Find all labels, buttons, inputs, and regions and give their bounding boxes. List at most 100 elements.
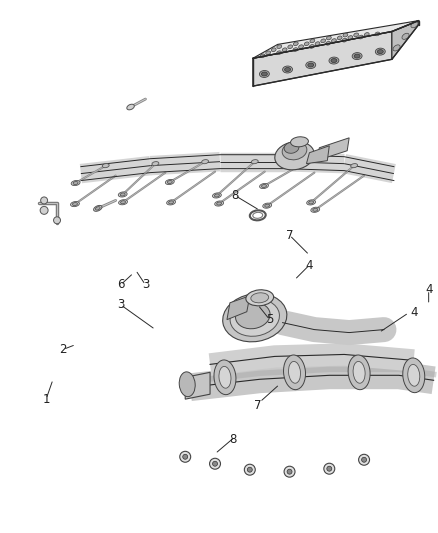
Ellipse shape [293, 48, 298, 51]
Ellipse shape [285, 68, 290, 71]
Ellipse shape [246, 290, 274, 306]
Ellipse shape [411, 22, 418, 28]
Ellipse shape [127, 104, 134, 110]
Circle shape [362, 457, 367, 462]
Ellipse shape [215, 194, 219, 197]
Ellipse shape [261, 72, 267, 76]
Ellipse shape [329, 57, 339, 64]
Ellipse shape [266, 51, 271, 54]
Ellipse shape [71, 201, 79, 207]
Ellipse shape [118, 192, 127, 197]
Ellipse shape [301, 160, 308, 165]
Ellipse shape [304, 42, 309, 46]
Ellipse shape [260, 54, 265, 58]
Text: 6: 6 [117, 278, 124, 292]
Ellipse shape [332, 39, 336, 43]
Text: 4: 4 [306, 259, 313, 271]
Ellipse shape [377, 50, 383, 54]
Circle shape [180, 451, 191, 462]
Ellipse shape [283, 66, 293, 73]
Ellipse shape [167, 181, 172, 183]
Circle shape [183, 454, 188, 459]
Ellipse shape [393, 45, 400, 51]
Ellipse shape [348, 355, 370, 390]
Ellipse shape [331, 59, 337, 62]
Ellipse shape [354, 33, 359, 37]
Ellipse shape [201, 159, 208, 164]
Polygon shape [253, 31, 392, 86]
Circle shape [287, 469, 292, 474]
Ellipse shape [265, 204, 270, 207]
Ellipse shape [120, 193, 125, 196]
Ellipse shape [179, 372, 195, 397]
Ellipse shape [310, 39, 315, 43]
Ellipse shape [326, 36, 331, 40]
Circle shape [247, 467, 252, 472]
Circle shape [284, 466, 295, 477]
Ellipse shape [375, 48, 385, 55]
Text: 5: 5 [266, 313, 273, 326]
Ellipse shape [283, 355, 306, 390]
Ellipse shape [71, 181, 80, 185]
Ellipse shape [282, 48, 287, 52]
Ellipse shape [271, 48, 276, 52]
Ellipse shape [212, 193, 221, 198]
Polygon shape [227, 296, 250, 320]
Ellipse shape [364, 33, 369, 36]
Text: 3: 3 [142, 278, 149, 292]
Ellipse shape [152, 161, 159, 166]
Ellipse shape [214, 360, 236, 394]
Ellipse shape [308, 63, 314, 67]
Ellipse shape [309, 45, 314, 49]
Ellipse shape [290, 137, 308, 147]
Circle shape [41, 197, 48, 204]
Circle shape [209, 458, 220, 469]
Ellipse shape [288, 45, 293, 49]
Ellipse shape [354, 54, 360, 58]
Text: 4: 4 [410, 306, 417, 319]
Ellipse shape [348, 36, 353, 39]
Ellipse shape [223, 294, 287, 342]
Ellipse shape [95, 207, 100, 210]
Circle shape [212, 461, 218, 466]
Ellipse shape [326, 42, 331, 45]
Ellipse shape [236, 303, 270, 329]
Ellipse shape [277, 51, 282, 54]
Ellipse shape [277, 45, 282, 49]
Ellipse shape [351, 164, 357, 168]
Circle shape [244, 464, 255, 475]
Polygon shape [185, 373, 210, 399]
Polygon shape [316, 138, 349, 160]
Text: 8: 8 [231, 189, 239, 202]
Ellipse shape [403, 358, 425, 393]
Ellipse shape [402, 33, 409, 39]
Ellipse shape [166, 180, 174, 184]
Ellipse shape [282, 142, 307, 160]
Ellipse shape [289, 361, 300, 383]
Ellipse shape [275, 142, 314, 170]
Polygon shape [392, 21, 419, 59]
Circle shape [53, 217, 60, 224]
Ellipse shape [230, 299, 279, 336]
Ellipse shape [102, 164, 109, 168]
Ellipse shape [309, 201, 314, 204]
Ellipse shape [73, 182, 78, 184]
Ellipse shape [343, 33, 348, 37]
Ellipse shape [313, 208, 318, 211]
Circle shape [359, 454, 370, 465]
Text: 2: 2 [59, 343, 67, 356]
Ellipse shape [251, 293, 268, 303]
Ellipse shape [337, 36, 342, 39]
Ellipse shape [119, 200, 127, 205]
Ellipse shape [251, 159, 258, 164]
Ellipse shape [342, 38, 347, 42]
Ellipse shape [166, 200, 176, 205]
Ellipse shape [215, 201, 223, 206]
Ellipse shape [321, 39, 325, 43]
Polygon shape [253, 21, 419, 58]
Text: 1: 1 [42, 393, 50, 406]
Ellipse shape [260, 183, 268, 189]
Text: 4: 4 [425, 284, 432, 296]
Ellipse shape [306, 61, 316, 69]
Ellipse shape [263, 203, 272, 208]
